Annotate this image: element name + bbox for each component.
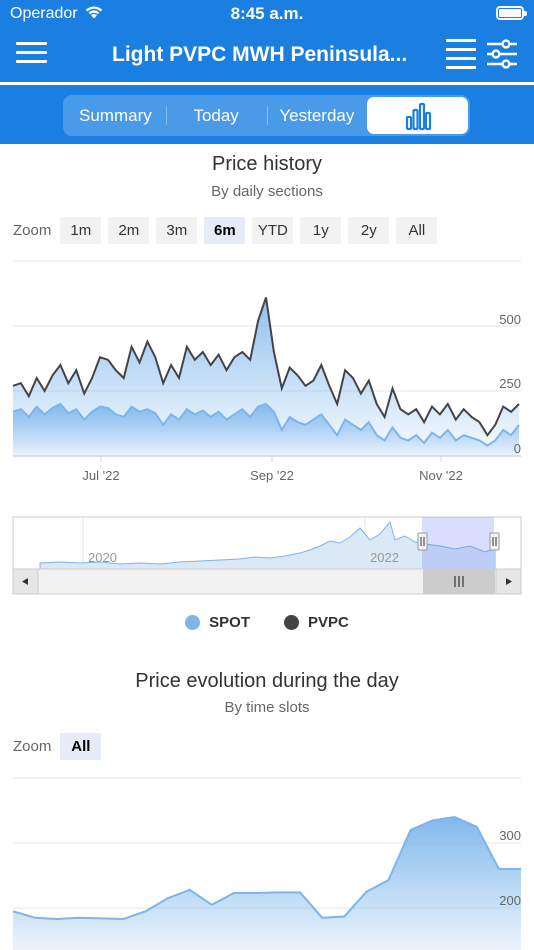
zoom-1m-button[interactable]: 1m [60, 217, 102, 244]
navigator-handle-right[interactable] [489, 532, 500, 551]
chart-legend: SPOT PVPC [0, 614, 534, 631]
header-divider [0, 82, 534, 85]
list-icon[interactable] [446, 39, 476, 69]
tab-yesterday[interactable]: Yesterday [266, 97, 368, 134]
navigator-label: 2022 [370, 550, 399, 565]
zoom-ytd-button[interactable]: YTD [252, 217, 294, 244]
page-title: Light PVPC MWH Peninsula... [112, 43, 408, 66]
zoom-all-button[interactable]: All [396, 217, 438, 244]
day-chart-title: Price evolution during the day [135, 670, 399, 692]
filter-sliders-icon[interactable] [485, 38, 519, 70]
scroll-right-arrow-icon [506, 578, 512, 585]
y-tick-label: 300 [499, 828, 521, 843]
zoom-6m-button[interactable]: 6m [204, 217, 246, 244]
tab-charts[interactable] [367, 97, 468, 134]
zoom-3m-button[interactable]: 3m [156, 217, 198, 244]
scroll-left-arrow-icon [22, 578, 28, 585]
legend-dot-spot [185, 615, 201, 630]
navigator-series [39, 520, 496, 570]
x-tick-label: Jul '22 [82, 468, 119, 483]
day-series-line [12, 815, 521, 921]
navigator-mask [422, 517, 494, 569]
scrollbar-grip-icon [454, 576, 464, 587]
history-chart-title: Price history [211, 153, 323, 175]
navigator-label: 2020 [88, 550, 117, 565]
legend-dot-pvpc [283, 615, 299, 630]
day-chart-subtitle: By time slots [224, 699, 310, 716]
zoom-all-button[interactable]: All [60, 733, 102, 760]
y-tick-label: 200 [499, 893, 521, 908]
x-tick-label: Nov '22 [419, 468, 463, 483]
zoom-label: Zoom [13, 738, 52, 755]
carrier-name: Operador [10, 5, 78, 22]
day-area [13, 817, 521, 950]
price-history-chart[interactable]: Jul '22 Sep '22 Nov '22 0 250 500 [0, 250, 534, 485]
y-tick-label: 0 [514, 441, 521, 456]
segmented-control: Summary Today Yesterday [63, 95, 470, 136]
bar-chart-icon [405, 102, 431, 131]
navigator-handle-left[interactable] [417, 532, 428, 551]
tab-today[interactable]: Today [165, 97, 267, 134]
day-price-chart[interactable]: 300 200 [0, 770, 534, 950]
zoom-2m-button[interactable]: 2m [108, 217, 150, 244]
status-bar: Operador 8:45 a.m. [0, 0, 534, 30]
legend-item-spot[interactable]: SPOT [185, 614, 250, 631]
clock: 8:45 a.m. [230, 4, 304, 23]
zoom-2y-button[interactable]: 2y [348, 217, 390, 244]
legend-label: PVPC [307, 614, 349, 631]
legend-item-pvpc[interactable]: PVPC [283, 614, 349, 631]
zoom-1y-button[interactable]: 1y [300, 217, 342, 244]
x-ticks [100, 456, 442, 462]
history-zoom-row: Zoom 1m 2m 3m 6m YTD 1y 2y All [13, 217, 444, 244]
history-chart-subtitle: By daily sections [211, 183, 323, 200]
tab-bar: Summary Today Yesterday [0, 85, 534, 144]
tab-summary[interactable]: Summary [79, 106, 152, 125]
battery-icon [496, 6, 527, 20]
spot-series-line [12, 402, 520, 447]
spot-area [13, 404, 519, 456]
y-tick-label: 500 [499, 312, 521, 327]
pvpc-series-line [12, 297, 520, 437]
day-zoom-row: Zoom All [13, 733, 108, 760]
scrollbar-right-button[interactable] [495, 568, 522, 595]
chart-navigator[interactable]: 2020 2022 [0, 515, 534, 597]
legend-label: SPOT [209, 614, 250, 631]
zoom-label: Zoom [13, 222, 52, 239]
y-tick-label: 250 [499, 376, 521, 391]
wifi-icon [85, 6, 103, 19]
menu-icon[interactable] [16, 42, 47, 66]
x-tick-label: Sep '22 [250, 468, 294, 483]
nav-bar: Light PVPC MWH Peninsula... [0, 30, 534, 82]
